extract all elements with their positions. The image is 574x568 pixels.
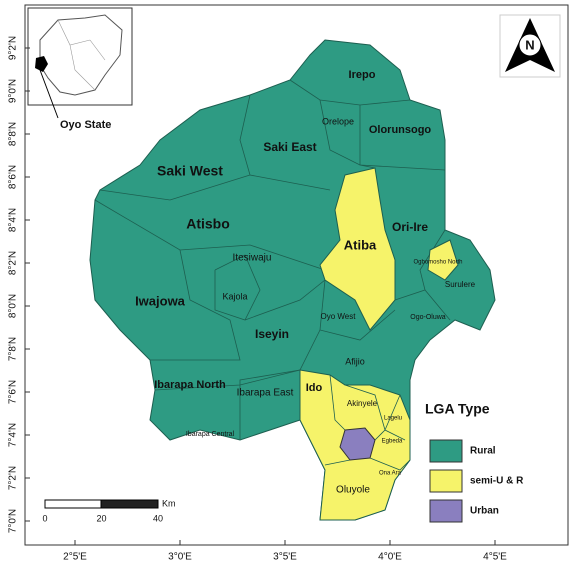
semi-urban-atiba	[319, 167, 396, 331]
lat-label: 8°0'N	[8, 294, 19, 318]
lga-label: Ori-Ire	[392, 220, 428, 234]
scale-unit: Km	[162, 498, 176, 508]
legend-label: semi-U & R	[470, 476, 524, 487]
lga-label: Atisbo	[186, 216, 230, 232]
legend-label: Urban	[470, 506, 499, 517]
lga-label: Olorunsogo	[369, 124, 432, 136]
lga-label: Atiba	[344, 237, 377, 252]
lga-label: Ibarapa East	[237, 388, 294, 399]
scale-segment	[44, 499, 102, 509]
inset-pointer	[39, 69, 59, 119]
inset-country	[39, 14, 123, 96]
lga-label: Surulere	[445, 280, 476, 289]
lga-label: Egbeda	[382, 439, 403, 445]
lat-label: 8°2'N	[8, 251, 19, 275]
lga-label: Orelope	[322, 116, 354, 126]
legend-swatch	[429, 469, 463, 493]
lon-label: 4°5'E	[483, 552, 507, 563]
inset-oyo	[35, 56, 48, 72]
lat-label: 7°8'N	[8, 337, 19, 361]
lon-label: 3°0'E	[168, 552, 192, 563]
scale-label: 0	[42, 513, 47, 523]
lga-label: Akinyele	[347, 399, 378, 408]
legend-swatch	[429, 439, 463, 463]
north-circle	[518, 33, 542, 57]
lga-label: Saki East	[263, 140, 316, 154]
lga-label: Itesiwaju	[233, 253, 272, 264]
lon-label: 2°5'E	[63, 552, 87, 563]
lga-label: Ido	[306, 382, 323, 394]
lga-label: Oyo West	[321, 312, 357, 321]
lon-label: 3°5'E	[273, 552, 297, 563]
lga-label: Iwajowa	[135, 293, 186, 308]
lga-label: Ona Ara	[379, 471, 402, 477]
legend-label: Rural	[470, 446, 496, 457]
lga-label: Irepo	[349, 69, 376, 81]
scale-label: 20	[96, 513, 106, 523]
lon-label: 4°0'E	[378, 552, 402, 563]
lga-label: Saki West	[157, 163, 223, 179]
inset-label: Oyo State	[60, 119, 111, 131]
scale-segment	[100, 499, 159, 509]
lga-label: Iseyin	[255, 327, 289, 341]
lat-label: 7°2'N	[8, 466, 19, 490]
lga-label: Lagelu	[384, 416, 402, 422]
semi-urban-ogbomosho	[427, 239, 459, 281]
lat-label: 8°4'N	[8, 208, 19, 232]
legend-title: LGA Type	[425, 401, 490, 417]
lga-boundaries	[94, 79, 451, 440]
lga-label: Ibarapa Central	[186, 431, 235, 438]
urban-ibadan	[339, 427, 376, 461]
lat-label: 8°6'N	[8, 165, 19, 189]
north-label: N	[525, 37, 534, 52]
lat-label: 9°2'N	[8, 36, 19, 60]
lat-label: 8°8'N	[8, 122, 19, 146]
lga-label: Ogbomosho North	[413, 260, 462, 266]
lat-label: 9°0'N	[8, 79, 19, 103]
lat-label: 7°6'N	[8, 380, 19, 404]
legend-swatch	[429, 499, 463, 523]
lga-label: Oluyole	[336, 485, 370, 496]
lat-label: 7°0'N	[8, 509, 19, 533]
lga-label: Ogo-Oluwa	[410, 314, 446, 321]
south-boundaries	[324, 374, 411, 471]
lga-label: Ibarapa North	[154, 379, 226, 391]
scale-label: 40	[153, 513, 163, 523]
lga-label: Afijio	[345, 356, 365, 366]
inset-states	[57, 19, 106, 91]
lat-label: 7°4'N	[8, 423, 19, 447]
lga-label: Kajola	[222, 291, 247, 301]
